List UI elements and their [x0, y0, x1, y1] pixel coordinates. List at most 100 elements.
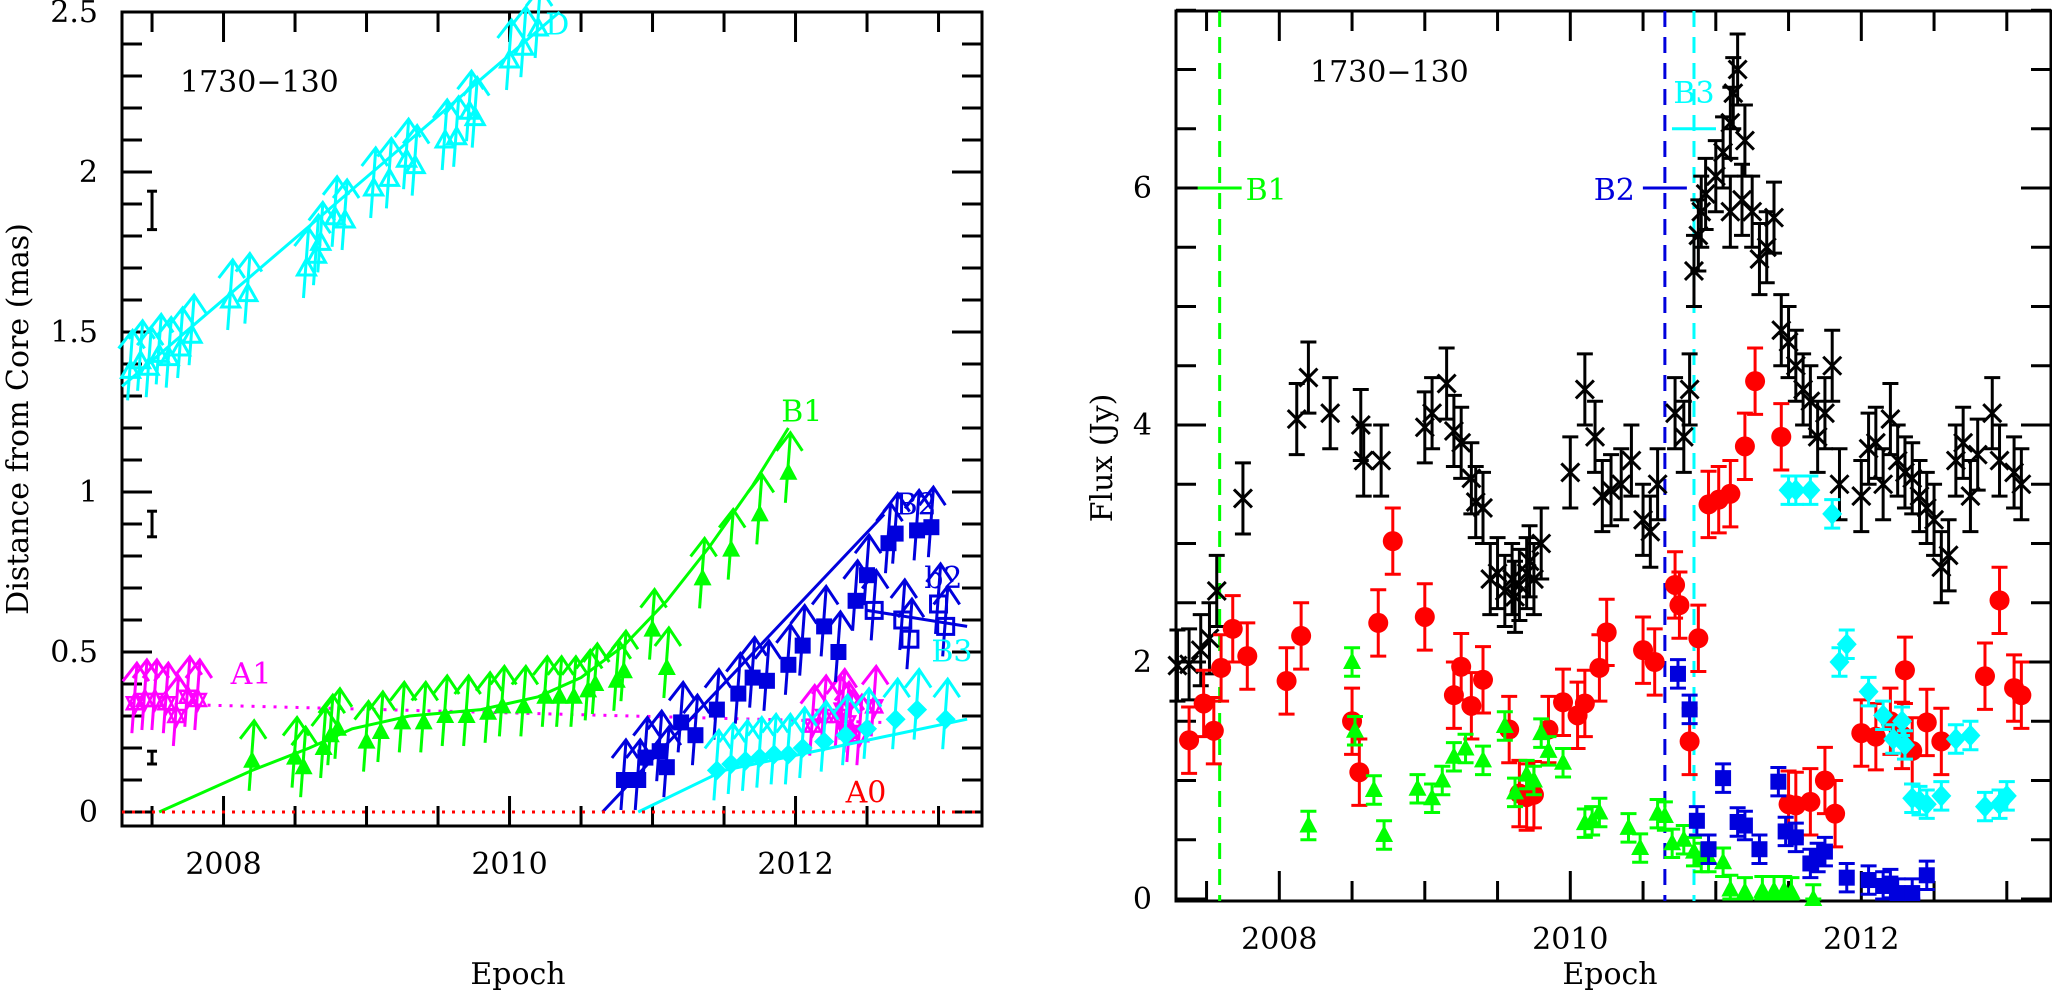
right-ytick-label: 2 — [1133, 645, 1152, 680]
series-b2: b2 — [860, 561, 968, 670]
marker-open-triangle — [147, 342, 171, 363]
marker-circle — [1596, 622, 1617, 643]
data-point — [290, 724, 319, 798]
right-tick-labels: 2008 2010 2012 0 2 4 6 — [1133, 171, 1900, 957]
marker-square — [887, 525, 904, 542]
pa-arrow-stem — [869, 572, 878, 641]
marker-cross — [1967, 444, 1988, 465]
data-point — [1785, 474, 1806, 506]
pa-arrow-head — [925, 561, 954, 583]
data-point — [1814, 376, 1835, 451]
data-point — [1222, 594, 1243, 664]
pa-arrow-head — [833, 679, 863, 702]
marker-circle — [1291, 625, 1312, 646]
marker-diamond — [857, 718, 878, 739]
marker-circle — [1553, 692, 1574, 713]
pa-arrow-head — [353, 699, 382, 721]
marker-triangle — [357, 731, 376, 749]
data-point — [1179, 627, 1200, 702]
data-point — [775, 622, 804, 695]
marker-square — [909, 522, 926, 539]
data-point — [1574, 352, 1595, 427]
data-point — [1894, 729, 1915, 761]
left-xtick-label: 2008 — [185, 847, 261, 882]
data-point — [1423, 782, 1442, 814]
marker-open-triangle — [395, 147, 419, 168]
marker-cross — [1621, 450, 1642, 471]
right-xlabel: Epoch — [1562, 957, 1657, 991]
series-label-D: D — [545, 7, 569, 42]
marker-star — [156, 690, 177, 711]
data-point — [853, 532, 883, 606]
pa-arrow-stem — [161, 665, 170, 734]
marker-cross — [1232, 488, 1253, 509]
data-point — [725, 651, 754, 724]
right-xtick-label: 2012 — [1823, 922, 1899, 957]
marker-open-triangle — [403, 153, 427, 175]
pa-arrow-head — [431, 673, 461, 695]
data-point — [1444, 741, 1463, 773]
marker-triangle — [1423, 788, 1442, 806]
marker-cross — [1673, 426, 1694, 447]
data-point — [610, 628, 640, 702]
series-B2: B2 — [601, 484, 947, 814]
data-point — [1822, 498, 1843, 530]
marker-triangle — [586, 674, 605, 691]
marker-cross — [1640, 521, 1661, 542]
right-xtick-label: 2010 — [1532, 922, 1608, 957]
marker-diamond — [1785, 479, 1806, 502]
right-annotation: 1730−130 — [1310, 55, 1469, 90]
marker-triangle — [1474, 750, 1493, 768]
marker-open-triangle — [497, 47, 522, 69]
data-point — [1904, 877, 1921, 902]
data-point — [1734, 411, 1755, 482]
marker-cross — [1665, 403, 1686, 424]
data-point — [1916, 788, 1937, 820]
data-point — [1554, 747, 1573, 779]
data-point — [932, 583, 961, 657]
data-point — [1873, 699, 1894, 732]
data-point — [1822, 328, 1843, 403]
pa-arrow-head — [560, 654, 590, 676]
marker-diamond — [1945, 728, 1966, 751]
marker-square — [651, 743, 668, 760]
pa-arrow-head — [653, 724, 683, 747]
marker-cross — [1873, 474, 1894, 495]
marker-open-square — [864, 600, 884, 620]
marker-cross — [1953, 432, 1974, 453]
marker-cross — [1742, 201, 1763, 222]
data-point — [1787, 821, 1804, 854]
data-point — [1715, 762, 1732, 794]
data-point — [532, 654, 561, 727]
data-point — [1461, 441, 1482, 516]
pa-arrow-head — [889, 577, 919, 599]
marker-square — [1736, 817, 1753, 834]
marker-star — [187, 692, 208, 713]
pa-arrow-head — [667, 679, 697, 702]
marker-square — [1860, 872, 1877, 889]
marker-cross — [1691, 201, 1712, 222]
right-ytick-label: 6 — [1133, 171, 1152, 206]
marker-triangle — [243, 750, 262, 768]
pa-arrow-stem — [193, 661, 202, 731]
data-point — [1996, 780, 2017, 812]
data-point — [1644, 627, 1665, 697]
marker-square — [637, 749, 654, 766]
marker-triangle — [1343, 652, 1362, 669]
data-point — [667, 679, 697, 753]
pa-arrow-head — [401, 123, 431, 145]
left-ytick-label: 2.5 — [50, 0, 98, 30]
data-point — [1751, 833, 1768, 865]
marker-star — [864, 699, 885, 720]
data-point — [760, 711, 790, 785]
marker-open-triangle — [333, 207, 357, 229]
data-point — [1782, 876, 1801, 901]
pa-arrow-head — [510, 663, 540, 686]
marker-triangle — [1674, 829, 1693, 847]
data-point — [1237, 621, 1258, 691]
marker-diamond — [814, 731, 835, 752]
data-point — [401, 123, 431, 196]
marker-cross — [1734, 130, 1755, 151]
data-point — [810, 583, 840, 657]
data-point — [1640, 494, 1661, 569]
